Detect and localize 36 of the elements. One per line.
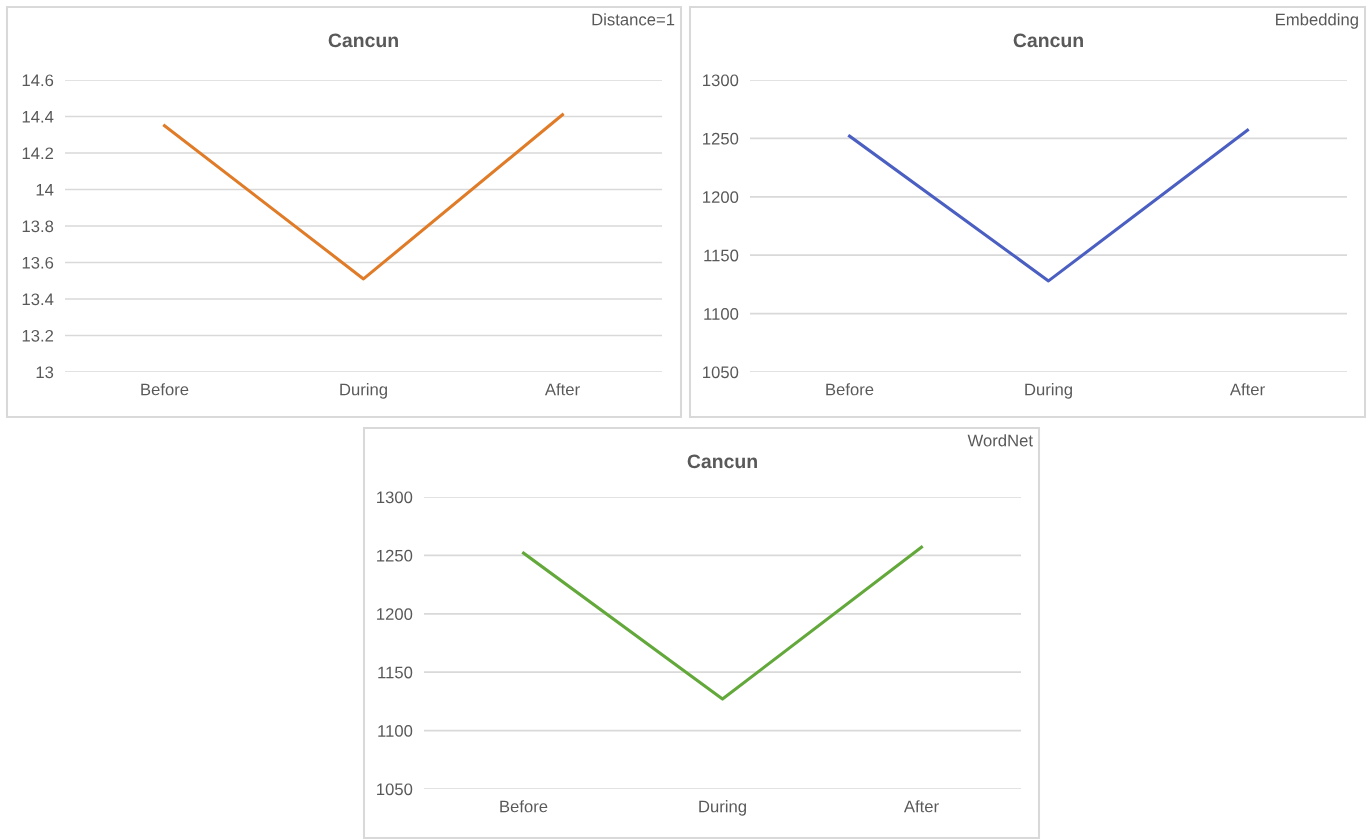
y-tick-label: 1250 — [377, 549, 413, 562]
y-tick-label: 14 — [36, 184, 54, 196]
y-tick-label: 1300 — [703, 74, 739, 87]
y-tick-label: 1050 — [703, 366, 739, 379]
y-tick-label: 1150 — [378, 666, 413, 679]
y-tick-label: 1100 — [378, 725, 413, 737]
x-tick-label: During — [1025, 383, 1072, 399]
y-tick-label: 1300 — [377, 491, 413, 504]
x-tick-label: Before — [500, 800, 548, 813]
y-tick-label: 13.2 — [22, 329, 54, 342]
y-tick-label: 14.4 — [22, 111, 54, 123]
chart-title: Cancun — [687, 454, 757, 469]
text: Distance=1 — [592, 13, 675, 26]
text: WordNet — [967, 434, 1033, 447]
y-tick-label: 1250 — [703, 132, 739, 145]
y-tick-label: 1200 — [703, 191, 739, 203]
y-tick-label: 13.4 — [22, 293, 54, 306]
y-tick-label: 1100 — [704, 308, 739, 320]
y-tick-label: 14.2 — [22, 147, 54, 160]
y-tick-label: 13 — [36, 366, 54, 379]
x-tick-label: During — [699, 800, 746, 816]
x-tick-label: Before — [826, 383, 874, 396]
x-tick-label: After — [1229, 383, 1265, 396]
y-tick-label: 1050 — [377, 783, 413, 796]
chart-title: Cancun — [1013, 33, 1083, 48]
x-tick-label: After — [903, 800, 939, 813]
chart-title: Cancun — [328, 33, 398, 48]
x-tick-label: During — [340, 383, 387, 399]
text: Embedding — [1276, 13, 1358, 29]
y-tick-label: 13.8 — [22, 220, 54, 233]
y-tick-label: 1150 — [704, 249, 739, 262]
y-tick-label: 13.6 — [22, 256, 54, 269]
x-tick-label: Before — [141, 383, 189, 396]
y-tick-label: 1200 — [377, 608, 413, 620]
x-tick-label: After — [544, 383, 580, 396]
y-tick-label: 14.6 — [22, 74, 54, 87]
